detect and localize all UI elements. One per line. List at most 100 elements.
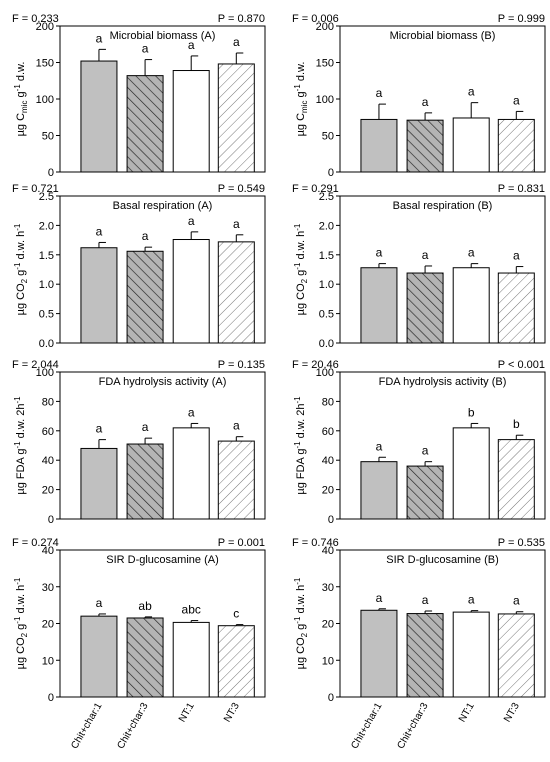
bar-4 [217,241,255,344]
y-axis-label: µg Cmic g-1 d.w. [293,62,309,137]
y-tick-label: 0 [48,514,54,526]
y-tick-label: 10 [42,655,54,667]
y-label-sup: -1 [13,616,22,624]
p-value: P = 0.870 [218,13,265,25]
significance-label: a [376,246,383,260]
bar-2 [406,119,444,173]
y-tick-label: 60 [42,426,54,438]
x-tick-label: NT:1 [177,701,197,725]
f-statistic: F = 0.006 [292,13,339,25]
bar-4 [497,118,535,173]
y-tick-label: 2.5 [39,191,54,203]
y-label-sup-2: -1 [13,577,22,585]
y-label-unit: g [15,624,27,633]
y-label-sup-2: -1 [293,223,302,231]
y-label-sub: mic [20,101,29,113]
significance-label: a [468,85,475,99]
y-tick-label: 80 [322,396,334,408]
y-axis-label: µg CO2 g-1 d.w. h-1 [13,223,29,315]
significance-label: a [142,229,149,243]
y-tick-label: 1.0 [39,279,54,291]
x-tick-label: NT:1 [457,701,477,725]
significance-label: a [188,405,195,419]
bar-3 [452,427,490,520]
bar-1 [360,461,398,520]
y-label-sup-2: -1 [13,396,22,404]
y-label-base: µg FDA g [295,449,307,495]
y-label-sub: 2 [300,278,309,283]
significance-label: a [233,419,240,433]
bar-4 [217,63,255,173]
bar-3 [172,427,210,520]
y-label-sup-2: -1 [293,396,302,404]
y-tick-label: 0 [48,692,54,704]
p-value: P = 0.549 [218,183,265,195]
bar-2 [126,617,164,698]
y-label-tail: d.w. [295,62,307,85]
chart-title: Basal respiration (A) [113,200,213,212]
y-tick-label: 0.5 [39,309,54,321]
bar-4 [497,272,535,344]
f-statistic: F = 0.291 [292,183,339,195]
y-tick-label: 100 [36,367,54,379]
bar-4 [217,625,255,698]
y-tick-label: 2.5 [319,191,334,203]
x-tick-label: NT:3 [222,701,242,725]
y-tick-label: 50 [42,131,54,143]
y-label-sup: -1 [293,616,302,624]
y-label-base: µg CO [15,637,27,669]
y-label-sup: -1 [13,262,22,270]
chart-panel-3: F = 0.721 P = 0.549 Basal respiration (A) 0… [12,183,266,350]
y-label-unit: g [295,624,307,633]
y-axis-label: µg Cmic g-1 d.w. [13,62,29,137]
y-label-sub: mic [300,101,309,113]
chart-title: SIR D-glucosamine (B) [386,554,498,566]
significance-label: a [233,217,240,231]
y-tick-label: 40 [322,545,334,557]
p-value: P = 0.999 [498,13,545,25]
significance-label: a [468,593,475,607]
y-tick-label: 2.0 [319,220,334,232]
y-tick-label: 20 [42,485,54,497]
y-label-tail: d.w. h [295,585,307,617]
f-statistic: F = 0.721 [12,183,59,195]
y-label-sub: 2 [20,278,29,283]
y-label-base: µg CO [295,637,307,669]
y-axis-label: µg CO2 g-1 d.w. h-1 [293,223,309,315]
bar-3 [452,117,490,173]
y-tick-label: 40 [42,545,54,557]
y-label-sup: -1 [13,441,22,449]
y-tick-label: 20 [42,619,54,631]
y-tick-label: 2.0 [39,220,54,232]
y-tick-label: 100 [316,94,334,106]
y-tick-label: 1.0 [319,279,334,291]
bar-2 [126,75,164,173]
y-tick-label: 30 [42,582,54,594]
y-label-sub: 2 [300,632,309,637]
bar-2 [406,613,444,698]
y-label-sup-2: -1 [13,223,22,231]
y-tick-label: 50 [322,131,334,143]
bar-1 [360,118,398,173]
y-tick-label: 80 [42,396,54,408]
chart-panel-4: F = 0.291 P = 0.831 Basal respiration (B) 0… [292,183,546,350]
y-tick-label: 0 [48,167,54,179]
significance-label: a [96,596,103,610]
significance-label: a [422,248,429,262]
y-label-tail: d.w. 2h [15,403,27,441]
y-label-base: µg C [295,113,307,137]
f-statistic: F = 0.233 [12,13,59,25]
p-value: P = 0.831 [498,183,545,195]
y-axis-label: µg FDA g-1 d.w. 2h-1 [13,396,27,495]
y-tick-label: 200 [316,21,334,33]
significance-label: a [96,224,103,238]
significance-label: a [376,86,383,100]
f-statistic: F = 20.46 [292,359,339,371]
significance-label: a [376,591,383,605]
bar-3 [452,611,490,698]
y-label-sup: -1 [293,84,302,92]
